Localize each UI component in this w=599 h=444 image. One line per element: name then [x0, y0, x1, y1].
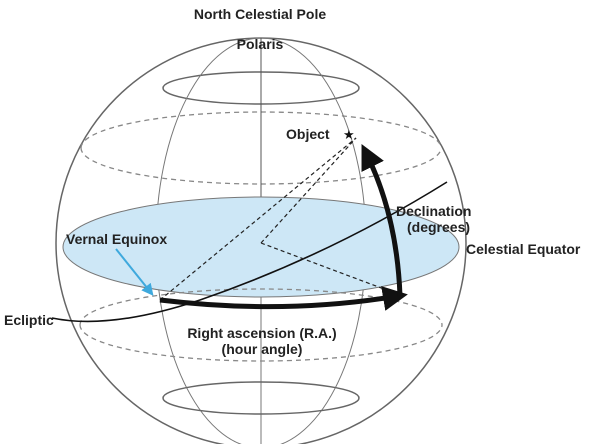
declination-arrow — [361, 144, 403, 297]
right-ascension-label: Right ascension (R.A.) — [187, 325, 337, 341]
lower-latitude-back — [79, 288, 443, 326]
center-to-declination-base-line — [260, 242, 401, 296]
right-ascension-unit-label: (hour angle) — [221, 341, 303, 357]
declination-unit-label: (degrees) — [407, 219, 471, 235]
ecliptic-line — [51, 181, 448, 323]
vernal-equinox-pointer — [115, 248, 154, 296]
vernal-equinox-label: Vernal Equinox — [66, 231, 168, 247]
center-to-object-line — [260, 137, 357, 244]
celestial-equator-plane — [62, 196, 460, 298]
declination-label: Declination — [396, 203, 472, 219]
lower-latitude-front — [79, 324, 443, 362]
object-star-icon: ★ — [343, 128, 355, 143]
north-celestial-pole-label: North Celestial Pole — [193, 6, 327, 22]
vernal-to-object-line — [159, 137, 357, 301]
ecliptic-label: Ecliptic — [4, 312, 54, 328]
south-circle — [162, 381, 360, 415]
celestial-equator-label: Celestial Equator — [466, 241, 581, 257]
object-label: Object — [286, 126, 330, 142]
polaris-label: Polaris — [236, 36, 284, 52]
right-ascension-arrow — [159, 286, 408, 311]
